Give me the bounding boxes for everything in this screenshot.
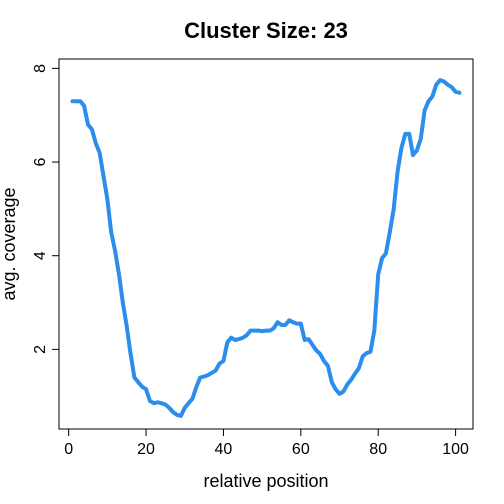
x-tick-label: 100 xyxy=(442,441,469,458)
x-tick-label: 0 xyxy=(64,441,73,458)
chart-title: Cluster Size: 23 xyxy=(184,18,348,43)
y-axis: 2 4 6 8 xyxy=(32,64,59,354)
y-tick-label: 4 xyxy=(32,251,49,260)
plot-frame xyxy=(58,58,474,430)
x-tick-label: 60 xyxy=(292,441,310,458)
x-tick-label: 20 xyxy=(137,441,155,458)
x-axis: 0 20 40 60 80 100 xyxy=(64,429,469,458)
y-tick-label: 2 xyxy=(32,345,49,354)
y-tick-label: 6 xyxy=(32,157,49,166)
series-layer xyxy=(70,78,462,418)
x-tick-label: 80 xyxy=(369,441,387,458)
x-axis-label: relative position xyxy=(203,471,328,491)
x-tick-label: 40 xyxy=(215,441,233,458)
y-axis-label: avg. coverage xyxy=(0,187,19,300)
y-tick-label: 8 xyxy=(32,64,49,73)
series-line-0 xyxy=(70,78,462,418)
